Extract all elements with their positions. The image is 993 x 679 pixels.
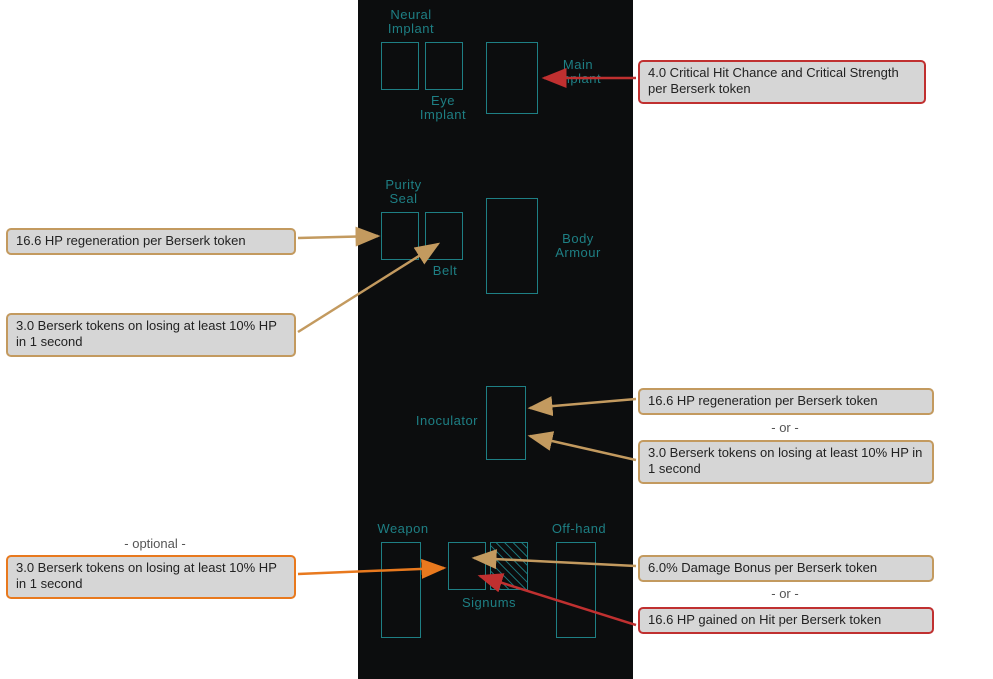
eye-implant-label: Eye Implant: [418, 94, 468, 123]
belt-label: Belt: [428, 264, 462, 278]
inoculator-label: Inoculator: [398, 414, 478, 428]
callout-dmg-bonus: 6.0% Damage Bonus per Berserk token: [638, 555, 934, 582]
signums-label: Signums: [454, 596, 524, 610]
main-implant-slot[interactable]: [486, 42, 538, 114]
inoculator-slot[interactable]: [486, 386, 526, 460]
purity-seal-slot[interactable]: [381, 212, 419, 260]
body-armour-slot[interactable]: [486, 198, 538, 294]
callout-berserk-loss-left: 3.0 Berserk tokens on losing at least 10…: [6, 313, 296, 357]
callout-crit: 4.0 Critical Hit Chance and Critical Str…: [638, 60, 926, 104]
signum-slot-1[interactable]: [448, 542, 486, 590]
equipment-panel: Neural Implant Eye Implant Main Implant …: [358, 0, 633, 679]
off-hand-label: Off-hand: [544, 522, 614, 536]
neural-implant-slot[interactable]: [381, 42, 419, 90]
neural-implant-label: Neural Implant: [376, 8, 446, 37]
or-text-2: - or -: [760, 586, 810, 601]
callout-hp-regen-left: 16.6 HP regeneration per Berserk token: [6, 228, 296, 255]
weapon-slot[interactable]: [381, 542, 421, 638]
weapon-label: Weapon: [372, 522, 434, 536]
callout-berserk-loss-optional: 3.0 Berserk tokens on losing at least 10…: [6, 555, 296, 599]
off-hand-slot[interactable]: [556, 542, 596, 638]
eye-implant-slot[interactable]: [425, 42, 463, 90]
callout-hp-on-hit: 16.6 HP gained on Hit per Berserk token: [638, 607, 934, 634]
optional-text: - optional -: [110, 536, 200, 551]
body-armour-label: Body Armour: [548, 232, 608, 261]
purity-seal-label: Purity Seal: [376, 178, 431, 207]
or-text-1: - or -: [760, 420, 810, 435]
main-implant-label: Main Implant: [548, 58, 608, 87]
belt-slot[interactable]: [425, 212, 463, 260]
signum-slot-2[interactable]: [490, 542, 528, 590]
callout-berserk-loss-right: 3.0 Berserk tokens on losing at least 10…: [638, 440, 934, 484]
callout-hp-regen-right: 16.6 HP regeneration per Berserk token: [638, 388, 934, 415]
